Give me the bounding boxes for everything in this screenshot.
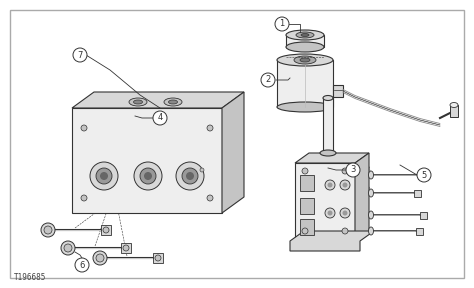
Circle shape xyxy=(207,195,213,201)
Ellipse shape xyxy=(129,98,147,106)
Circle shape xyxy=(93,251,107,265)
Circle shape xyxy=(275,17,289,31)
Text: 1: 1 xyxy=(279,20,284,29)
Bar xyxy=(101,225,111,235)
Text: 6: 6 xyxy=(79,261,85,270)
Circle shape xyxy=(325,208,335,218)
Ellipse shape xyxy=(368,171,374,179)
Ellipse shape xyxy=(164,98,182,106)
Circle shape xyxy=(123,245,129,251)
Text: 4: 4 xyxy=(157,113,163,122)
Circle shape xyxy=(90,162,118,190)
Ellipse shape xyxy=(286,30,324,40)
Circle shape xyxy=(328,211,332,215)
Text: 3: 3 xyxy=(350,166,356,175)
Text: 7: 7 xyxy=(77,50,82,60)
Bar xyxy=(333,85,343,97)
Circle shape xyxy=(81,125,87,131)
Bar xyxy=(277,60,333,107)
Ellipse shape xyxy=(368,211,374,219)
Ellipse shape xyxy=(168,100,177,104)
Polygon shape xyxy=(290,231,374,251)
Circle shape xyxy=(155,255,161,261)
Circle shape xyxy=(182,168,198,184)
Circle shape xyxy=(100,172,108,180)
Bar xyxy=(153,253,163,263)
Bar xyxy=(420,211,427,219)
Bar xyxy=(323,98,333,153)
Text: T196685: T196685 xyxy=(14,274,46,283)
Bar xyxy=(300,219,314,235)
Circle shape xyxy=(44,226,52,234)
Ellipse shape xyxy=(294,56,316,64)
Circle shape xyxy=(417,168,431,182)
Circle shape xyxy=(302,228,308,234)
Circle shape xyxy=(342,168,348,174)
Circle shape xyxy=(64,244,72,252)
Circle shape xyxy=(140,168,156,184)
Ellipse shape xyxy=(277,54,333,66)
Ellipse shape xyxy=(134,100,143,104)
Polygon shape xyxy=(355,153,369,241)
Circle shape xyxy=(81,195,87,201)
Ellipse shape xyxy=(300,58,310,62)
Circle shape xyxy=(176,162,204,190)
Circle shape xyxy=(75,258,89,272)
Circle shape xyxy=(207,125,213,131)
Circle shape xyxy=(153,111,167,125)
Ellipse shape xyxy=(368,189,374,197)
Polygon shape xyxy=(295,153,369,163)
Ellipse shape xyxy=(368,227,374,235)
Ellipse shape xyxy=(323,96,333,101)
Circle shape xyxy=(343,211,347,215)
Text: 5: 5 xyxy=(421,170,427,179)
Bar xyxy=(450,105,458,117)
Bar xyxy=(416,228,423,234)
Circle shape xyxy=(186,172,194,180)
Circle shape xyxy=(261,73,275,87)
Bar xyxy=(121,243,131,253)
Bar xyxy=(300,175,314,191)
Circle shape xyxy=(144,172,152,180)
Circle shape xyxy=(103,227,109,233)
Bar xyxy=(295,163,355,241)
Circle shape xyxy=(61,241,75,255)
Ellipse shape xyxy=(450,103,458,107)
Circle shape xyxy=(41,223,55,237)
Circle shape xyxy=(325,180,335,190)
Circle shape xyxy=(342,228,348,234)
Circle shape xyxy=(73,48,87,62)
Circle shape xyxy=(302,168,308,174)
Bar xyxy=(418,171,425,179)
Bar xyxy=(300,198,314,214)
Text: 2: 2 xyxy=(265,75,271,84)
Ellipse shape xyxy=(320,150,336,156)
Polygon shape xyxy=(72,92,244,108)
Circle shape xyxy=(340,208,350,218)
Circle shape xyxy=(96,168,112,184)
Bar xyxy=(286,35,324,47)
Circle shape xyxy=(328,183,332,187)
Circle shape xyxy=(340,180,350,190)
Circle shape xyxy=(96,254,104,262)
Polygon shape xyxy=(222,92,244,213)
Bar xyxy=(414,190,421,196)
Ellipse shape xyxy=(277,102,333,112)
Circle shape xyxy=(343,183,347,187)
Circle shape xyxy=(200,168,204,172)
Ellipse shape xyxy=(296,32,314,38)
Ellipse shape xyxy=(301,33,309,37)
Circle shape xyxy=(346,163,360,177)
Bar xyxy=(72,108,222,213)
Ellipse shape xyxy=(286,42,324,52)
Circle shape xyxy=(134,162,162,190)
